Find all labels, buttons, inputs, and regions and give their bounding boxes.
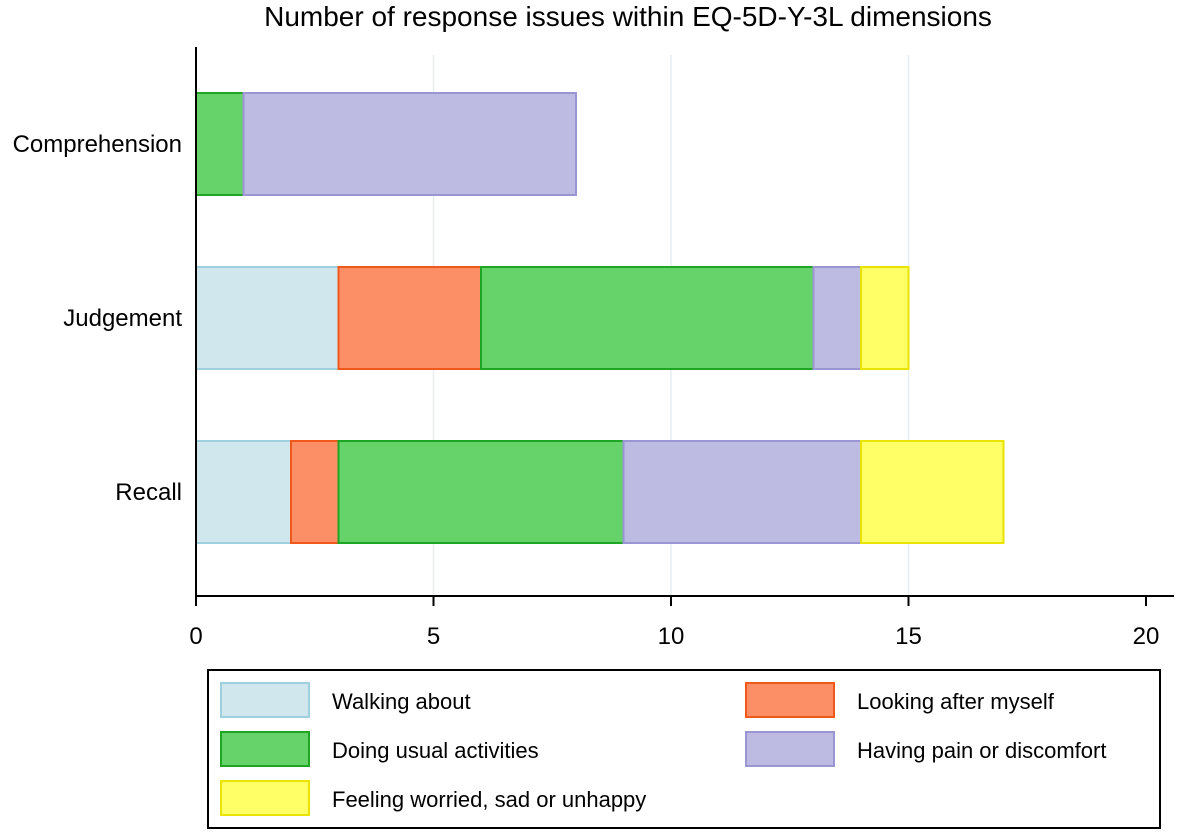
x-tick-label-5: 5	[427, 623, 440, 650]
bar-judgement-looking-after-myself	[337, 266, 482, 370]
legend: Walking about Looking after myself Doing u…	[207, 669, 1161, 829]
legend-label-doing-usual-activities: Doing usual activities	[332, 738, 539, 763]
category-label-comprehension: Comprehension	[13, 131, 182, 158]
axes: Comprehension Judgement Recall 0 5 10 15 20	[13, 47, 1174, 650]
x-tick-label-10: 10	[658, 623, 685, 650]
category-label-judgement: Judgement	[63, 305, 182, 332]
legend-box	[207, 669, 1161, 829]
legend-swatch-walking-about	[220, 682, 310, 718]
bar-judgement-walking-about	[195, 266, 340, 370]
category-label-recall: Recall	[115, 479, 182, 506]
x-tick-label-15: 15	[895, 623, 922, 650]
bar-recall-doing-usual-activities	[337, 440, 625, 544]
bar-recall-walking-about	[195, 440, 292, 544]
legend-label-looking-after-myself: Looking after myself	[857, 689, 1055, 714]
bar-judgement-doing-usual-activities	[480, 266, 815, 370]
legend-swatch-feeling-worried-sad-or-unhappy	[220, 780, 310, 816]
x-tick-label-0: 0	[189, 623, 202, 650]
legend-label-having-pain-or-discomfort: Having pain or discomfort	[857, 738, 1106, 763]
chart-title: Number of response issues within EQ-5D-Y…	[264, 1, 992, 32]
bar-comprehension-doing-usual-activities	[195, 92, 245, 196]
x-tick-label-20: 20	[1133, 623, 1160, 650]
bar-recall-looking-after-myself	[290, 440, 340, 544]
legend-label-walking-about: Walking about	[332, 689, 471, 714]
legend-label-feeling-worried-sad-or-unhappy: Feeling worried, sad or unhappy	[332, 787, 646, 812]
bar-recall-feeling-worried-sad-or-unhappy	[860, 440, 1005, 544]
legend-swatch-looking-after-myself	[745, 682, 835, 718]
legend-swatch-having-pain-or-discomfort	[745, 731, 835, 767]
bar-judgement-feeling-worried-sad-or-unhappy	[860, 266, 910, 370]
bars	[195, 92, 1005, 544]
bar-judgement-having-pain-or-discomfort	[812, 266, 862, 370]
legend-swatch-doing-usual-activities	[220, 731, 310, 767]
bar-comprehension-having-pain-or-discomfort	[242, 92, 577, 196]
bar-recall-having-pain-or-discomfort	[622, 440, 862, 544]
